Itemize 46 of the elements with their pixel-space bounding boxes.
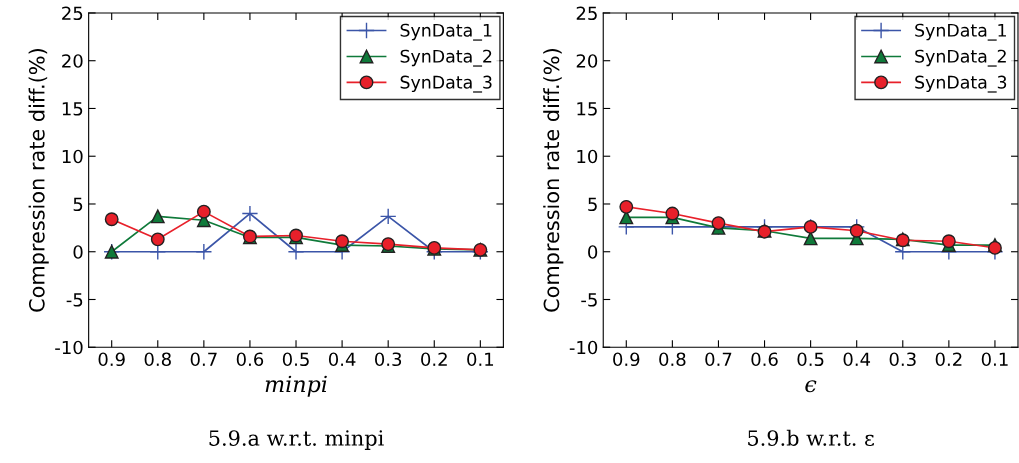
legend-label: SynData_2 xyxy=(915,49,1006,67)
x-tick-label: 0.9 xyxy=(613,352,640,367)
y-axis-title: Compression rate diff.(%) xyxy=(28,49,49,312)
y-tick-label: 10 xyxy=(62,149,83,164)
y-tick-label: 5 xyxy=(588,197,597,212)
x-tick-label: 0.9 xyxy=(98,352,125,367)
legend-label: SynData_1 xyxy=(400,23,492,41)
x-tick-label: 0.8 xyxy=(144,352,171,367)
y-tick-label: 0 xyxy=(73,245,83,259)
x-tick-label: 0.8 xyxy=(659,352,686,367)
x-tick-label: 0.5 xyxy=(797,352,824,367)
x-tick-label: 0.7 xyxy=(190,352,217,367)
y-tick-label: 10 xyxy=(577,149,598,164)
y-tick-label: -10 xyxy=(569,340,598,355)
text: 5.9.b w.r.t. ε xyxy=(748,429,874,446)
x-tick-label: 0.1 xyxy=(981,352,1008,367)
y-tick-label: 15 xyxy=(577,102,597,116)
x-tick-label: 0.3 xyxy=(375,352,402,367)
x-tick-label: 0.4 xyxy=(328,352,356,367)
y-tick-label: 25 xyxy=(576,6,597,21)
x-tick-label: 0.3 xyxy=(889,352,916,367)
y-tick-label: 25 xyxy=(62,6,83,21)
y-axis-title: Compression rate diff.(%) xyxy=(543,49,564,312)
x-tick-label: 0.6 xyxy=(751,352,778,367)
x-tick-label: 0.6 xyxy=(236,352,264,367)
y-tick-label: 5 xyxy=(73,197,83,212)
legend-label: SynData_1 xyxy=(915,23,1006,41)
y-tick-label: -5 xyxy=(581,293,597,307)
y-tick-label: 20 xyxy=(576,54,598,68)
text: 5.9.a w.r.t. minpi xyxy=(209,430,384,450)
y-tick-label: -10 xyxy=(55,340,83,355)
y-tick-label: 15 xyxy=(62,102,83,116)
x-tick-label: 0.2 xyxy=(935,352,962,367)
y-tick-label: 0 xyxy=(588,245,598,259)
x-tick-label: 0.1 xyxy=(467,352,494,367)
x-axis-title: ϵ xyxy=(805,380,817,393)
legend-label: SynData_3 xyxy=(915,75,1007,93)
x-tick-label: 0.2 xyxy=(421,352,447,367)
y-tick-label: -5 xyxy=(66,293,83,307)
legend-label: SynData_3 xyxy=(400,75,492,93)
legend-label: SynData_2 xyxy=(400,49,492,67)
x-tick-label: 0.5 xyxy=(282,352,309,367)
x-tick-label: 0.7 xyxy=(705,352,732,367)
y-tick-label: 20 xyxy=(62,54,83,68)
x-axis-title: minpi xyxy=(265,375,327,397)
x-tick-label: 0.4 xyxy=(843,352,871,367)
